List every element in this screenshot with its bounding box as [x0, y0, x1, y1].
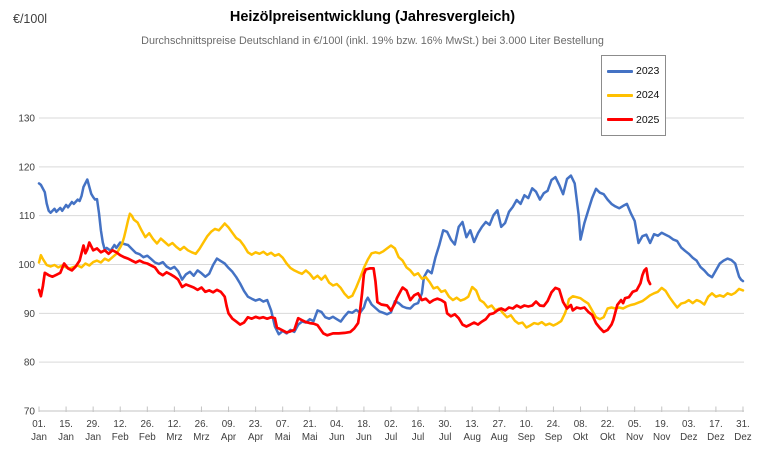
legend-item-2024[interactable]: 2024 [607, 90, 665, 101]
legend-item-2025[interactable]: 2025 [607, 115, 665, 126]
x-tick-label-day: 02. [384, 419, 398, 430]
x-tick-label-day: 10. [520, 419, 534, 430]
y-tick-label: 110 [19, 211, 35, 222]
x-tick-label-day: 24. [547, 419, 561, 430]
series-line-2024[interactable] [37, 212, 745, 329]
x-tick-label-day: 18. [357, 419, 371, 430]
x-tick-label-day: 16. [411, 419, 425, 430]
legend-label-2025: 2025 [636, 113, 660, 126]
y-tick-label: 70 [24, 407, 36, 418]
x-tick-label-month: Nov [653, 432, 671, 443]
x-tick-label-day: 05. [628, 419, 642, 430]
legend: 2023 2024 2025 [601, 55, 666, 136]
x-tick-label-day: 26. [195, 419, 209, 430]
y-tick-label: 130 [18, 114, 35, 125]
x-tick-label-month: Mai [275, 432, 291, 443]
x-tick-label-month: Jun [356, 432, 372, 443]
series-2024-swatch-icon [607, 93, 633, 97]
x-tick-label-month: Feb [139, 432, 156, 443]
x-tick-label-day: 12. [168, 419, 182, 430]
legend-label-2024: 2024 [636, 89, 660, 102]
series-line-2023[interactable] [37, 174, 745, 336]
x-tick-label-month: Sep [545, 432, 563, 443]
x-tick-label-day: 29. [86, 419, 100, 430]
x-tick-label-day: 31. [736, 419, 750, 430]
x-tick-label-month: Jan [85, 432, 101, 443]
x-tick-label-day: 09. [222, 419, 236, 430]
x-tick-label-month: Feb [112, 432, 129, 443]
x-tick-label-day: 22. [601, 419, 615, 430]
x-tick-label-day: 13. [465, 419, 479, 430]
y-tick-label: 120 [18, 162, 35, 173]
y-tick-label: 90 [24, 309, 36, 320]
x-tick-label-day: 15. [59, 419, 73, 430]
x-tick-label-day: 17. [709, 419, 723, 430]
x-tick-label-month: Aug [463, 432, 480, 443]
series-line-2025[interactable] [37, 241, 652, 337]
series-2023-swatch-icon [607, 69, 633, 73]
y-axis-unit-label: €/100l [13, 12, 48, 26]
x-tick-label-day: 27. [492, 419, 506, 430]
x-tick-label-day: 04. [330, 419, 344, 430]
x-tick-label-day: 26. [140, 419, 154, 430]
x-tick-label-day: 03. [682, 419, 696, 430]
x-tick-label-month: Mai [302, 432, 318, 443]
x-tick-label-month: Jan [31, 432, 47, 443]
y-tick-label: 100 [18, 260, 35, 271]
x-tick-label-month: Jun [329, 432, 345, 443]
y-tick-label: 80 [24, 358, 36, 369]
x-tick-label-month: Okt [600, 432, 616, 443]
x-tick-label-day: 30. [438, 419, 452, 430]
x-tick-label-month: Jul [412, 432, 425, 443]
x-tick-label-month: Okt [573, 432, 589, 443]
x-tick-label-day: 07. [276, 419, 290, 430]
x-tick-label-day: 08. [574, 419, 588, 430]
x-tick-label-month: Apr [248, 432, 264, 443]
x-tick-label-month: Jan [58, 432, 74, 443]
x-tick-label-month: Aug [491, 432, 508, 443]
x-tick-label-month: Dez [734, 432, 752, 443]
x-tick-label-day: 23. [249, 419, 263, 430]
series-2025-swatch-icon [607, 118, 633, 122]
x-tick-label-day: 01. [32, 419, 46, 430]
x-tick-label-month: Apr [221, 432, 237, 443]
x-tick-label-month: Mrz [193, 432, 209, 443]
x-tick-label-month: Dez [680, 432, 698, 443]
chart-subtitle: Durchschnittspreise Deutschland in €/100… [141, 35, 604, 47]
x-tick-label-month: Dez [707, 432, 725, 443]
x-tick-label-month: Sep [518, 432, 536, 443]
x-tick-label-day: 12. [113, 419, 127, 430]
legend-item-2023[interactable]: 2023 [607, 66, 665, 77]
x-tick-label-day: 21. [303, 419, 317, 430]
x-tick-label-month: Jul [385, 432, 398, 443]
x-tick-label-month: Jul [439, 432, 452, 443]
legend-label-2023: 2023 [636, 64, 660, 77]
chart-title: Heizölpreisentwicklung (Jahresvergleich) [229, 9, 516, 25]
x-tick-label-day: 19. [655, 419, 669, 430]
x-tick-label-month: Mrz [166, 432, 182, 443]
x-tick-label-month: Nov [626, 432, 644, 443]
